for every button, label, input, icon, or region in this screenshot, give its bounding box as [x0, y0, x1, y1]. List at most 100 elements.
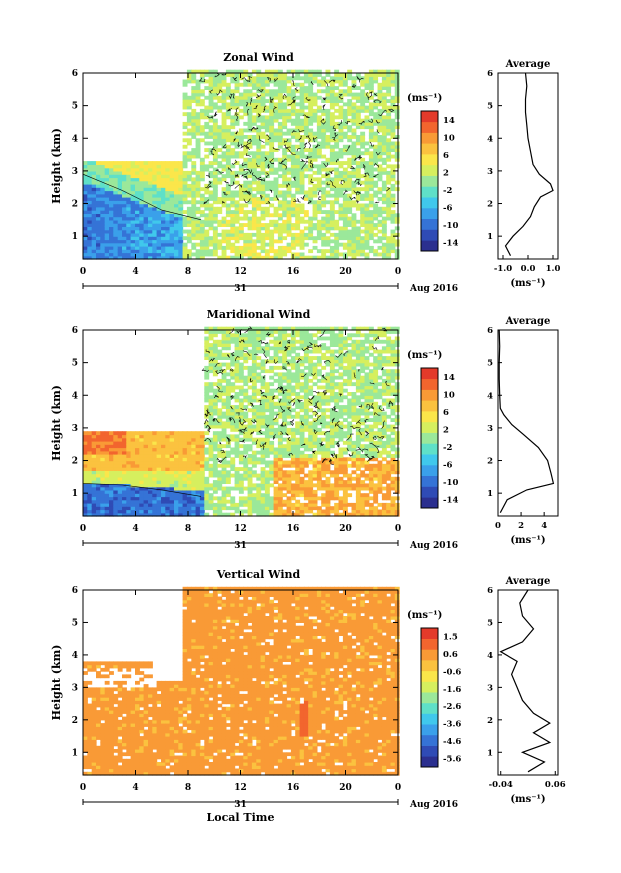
heatmap-cell: [113, 431, 119, 436]
contour-line: [328, 79, 336, 83]
heatmap-cell: [351, 86, 357, 90]
heatmap-cell: [225, 144, 231, 149]
heatmap-cell: [100, 509, 106, 514]
heatmap-cell: [230, 138, 236, 143]
heatmap-cell: [204, 125, 210, 130]
heatmap-cell: [186, 177, 192, 182]
heatmap-cell: [295, 398, 301, 403]
heatmap-cell: [295, 73, 301, 77]
heatmap-cell: [230, 418, 236, 422]
heatmap-cell: [334, 144, 340, 149]
heatmap-cell: [273, 431, 279, 436]
heatmap-cell: [373, 138, 379, 143]
heatmap-cell: [221, 115, 227, 120]
heatmap-cell: [312, 190, 318, 195]
heatmap-cell: [100, 454, 106, 458]
heatmap-cell: [169, 164, 175, 169]
heatmap-cell: [290, 502, 296, 507]
heatmap-cell: [238, 362, 244, 367]
heatmap-cell: [126, 216, 132, 221]
heatmap-cell: [295, 252, 301, 257]
heatmap-cell: [247, 509, 253, 514]
heatmap-cell: [225, 398, 231, 403]
heatmap-cell: [199, 219, 205, 224]
heatmap-cell: [360, 102, 366, 107]
heatmap-cell: [117, 463, 123, 468]
heatmap-cell: [247, 483, 253, 488]
heatmap-cell: [174, 232, 179, 237]
heatmap-cell: [282, 509, 288, 514]
heatmap-cell: [364, 79, 370, 84]
heatmap-cell: [208, 239, 214, 244]
heatmap-cell: [260, 135, 266, 139]
heatmap-cell: [364, 92, 370, 97]
heatmap-cell: [264, 359, 270, 364]
heatmap-cell: [217, 128, 223, 133]
heatmap-cell: [143, 470, 149, 475]
heatmap-cell: [186, 105, 192, 110]
heatmap-cell: [217, 82, 223, 87]
heatmap-cell: [282, 333, 288, 338]
heatmap-cell: [178, 239, 184, 244]
heatmap-cell: [130, 493, 136, 498]
heatmap-cell: [96, 187, 101, 192]
heatmap-cell: [230, 92, 236, 97]
contour-line: [211, 146, 217, 152]
contour-line: [313, 137, 318, 143]
heatmap-cell: [247, 170, 253, 175]
heatmap-cell: [87, 450, 93, 455]
contour-line: [373, 99, 380, 103]
heatmap-cell: [312, 164, 318, 169]
heatmap-cell: [303, 437, 309, 442]
heatmap-cell: [269, 242, 275, 247]
heatmap-cell: [100, 242, 106, 247]
heatmap-cell: [277, 365, 283, 370]
heatmap-cell: [269, 395, 275, 400]
heatmap-cell: [139, 470, 145, 475]
heatmap-cell: [264, 440, 270, 445]
heatmap-cell: [269, 154, 275, 159]
heatmap-cell: [182, 219, 188, 224]
heatmap-cell: [243, 447, 249, 452]
heatmap-cell: [290, 362, 296, 367]
heatmap-cell: [316, 229, 322, 234]
heatmap-cell: [100, 206, 106, 211]
heatmap-cell: [286, 245, 292, 250]
heatmap-cell: [221, 229, 227, 234]
heatmap-cell: [299, 512, 305, 517]
heatmap-cell: [269, 330, 275, 334]
heatmap-cell: [303, 232, 309, 237]
heatmap-cell: [342, 187, 348, 192]
heatmap-cell: [338, 128, 344, 133]
heatmap-cell: [269, 229, 275, 234]
heatmap-cell: [295, 206, 301, 211]
heatmap-cell: [182, 144, 188, 149]
heatmap-cell: [130, 473, 136, 478]
heatmap-cell: [295, 333, 301, 338]
heatmap-cell: [91, 252, 97, 257]
heatmap-cell: [234, 239, 240, 244]
heatmap-cell: [191, 509, 197, 514]
heatmap-cell: [182, 99, 188, 103]
heatmap-cell: [234, 154, 240, 159]
heatmap-cell: [373, 154, 379, 159]
heatmap-cell: [342, 197, 348, 201]
heatmap-cell: [148, 219, 153, 224]
heatmap-cell: [100, 170, 106, 175]
heatmap-cell: [174, 509, 179, 514]
heatmap-cell: [83, 161, 88, 165]
heatmap-cell: [238, 414, 244, 419]
heatmap-cell: [230, 102, 236, 107]
heatmap-cell: [165, 167, 171, 172]
heatmap-cell: [148, 187, 153, 192]
heatmap-cell: [316, 167, 322, 172]
colorbar-tick-label: 14: [443, 116, 455, 126]
heatmap-cell: [377, 138, 383, 143]
heatmap-cell: [247, 401, 253, 406]
heatmap-cell: [169, 255, 175, 260]
heatmap-cell: [174, 197, 179, 201]
heatmap-cell: [208, 131, 214, 136]
heatmap-cell: [251, 223, 257, 227]
heatmap-cell: [273, 255, 279, 260]
heatmap-cell: [152, 200, 158, 205]
